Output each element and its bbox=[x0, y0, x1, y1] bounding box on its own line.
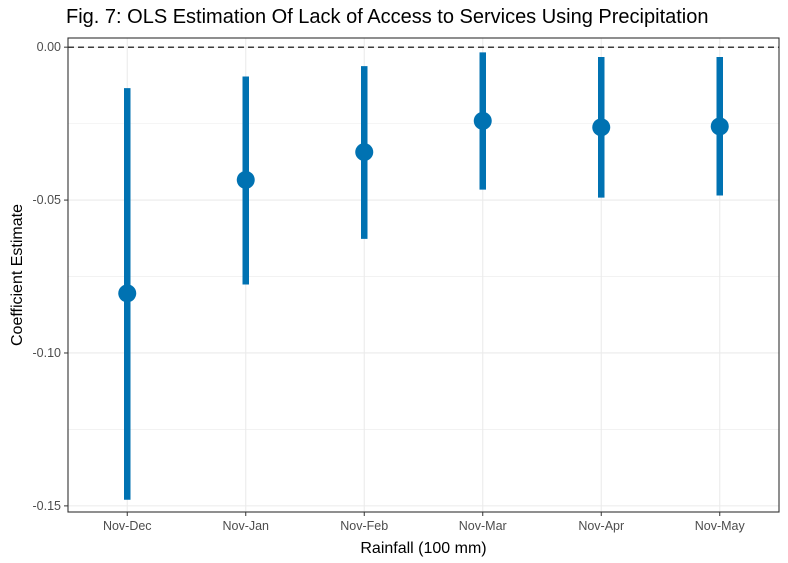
x-tick-label: Nov-Jan bbox=[222, 519, 269, 533]
x-tick-label: Nov-Apr bbox=[578, 519, 624, 533]
estimate-point bbox=[355, 143, 374, 162]
x-tick-label: Nov-May bbox=[695, 519, 746, 533]
x-axis-title: Rainfall (100 mm) bbox=[360, 540, 486, 557]
estimate-point bbox=[118, 284, 137, 303]
x-tick-label: Nov-Feb bbox=[340, 519, 388, 533]
x-tick-label: Nov-Mar bbox=[459, 519, 507, 533]
panel-border bbox=[67, 37, 780, 513]
y-tick-label: -0.15 bbox=[33, 499, 62, 513]
chart-title: Fig. 7: OLS Estimation Of Lack of Access… bbox=[66, 6, 709, 28]
estimate-point bbox=[473, 111, 492, 130]
y-tick-label: -0.10 bbox=[33, 346, 62, 360]
estimate-point bbox=[710, 117, 729, 136]
estimate-point bbox=[592, 118, 611, 137]
y-axis-title: Coefficient Estimate bbox=[9, 204, 26, 346]
estimate-point bbox=[236, 170, 255, 189]
y-tick-label: 0.00 bbox=[37, 40, 61, 54]
y-tick-label: -0.05 bbox=[33, 193, 62, 207]
x-tick-label: Nov-Dec bbox=[103, 519, 152, 533]
